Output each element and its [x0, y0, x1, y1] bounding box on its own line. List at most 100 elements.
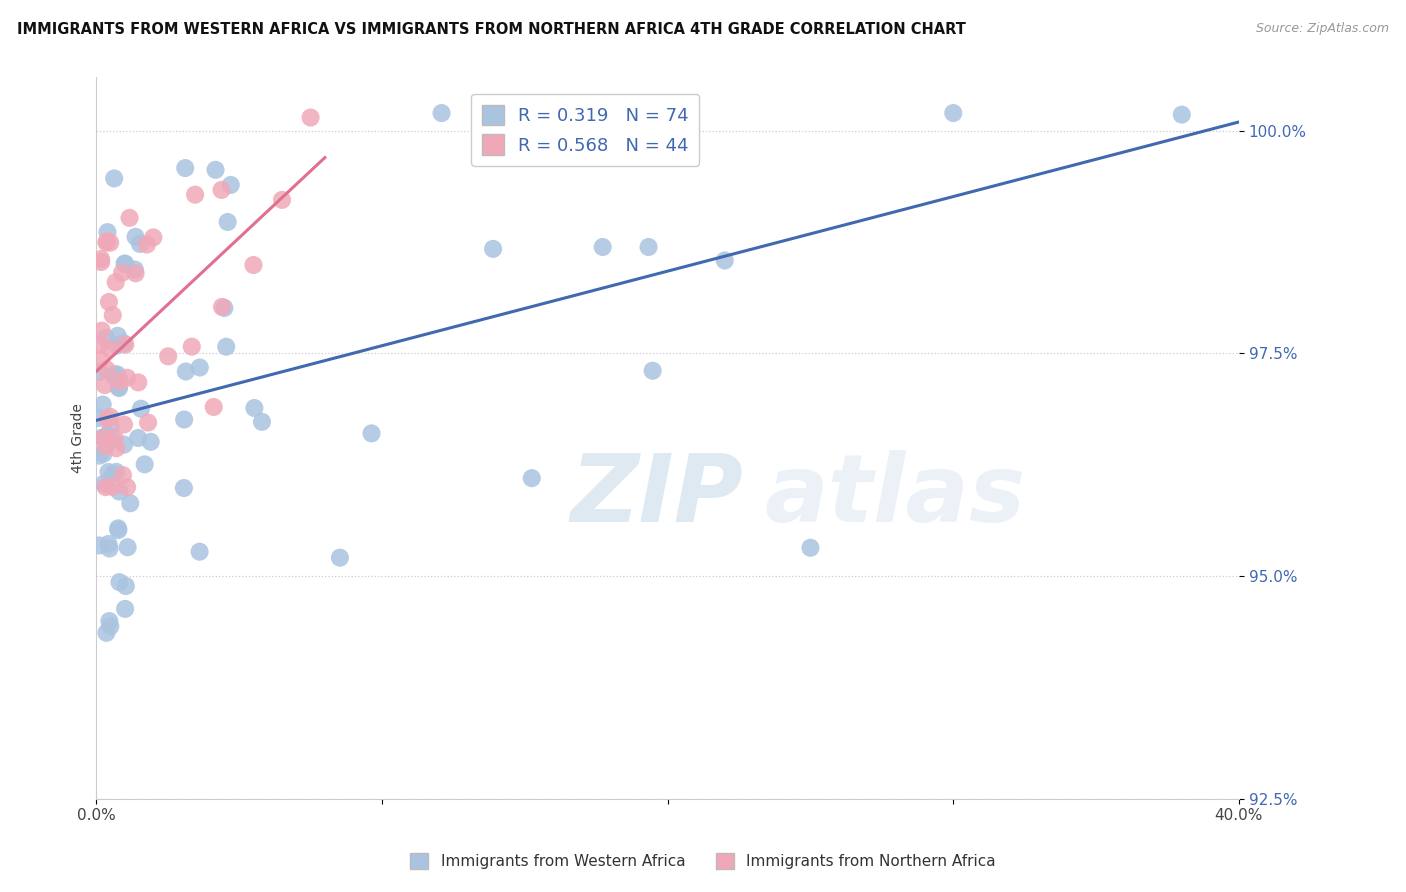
Point	[242, 258, 264, 272]
Text: Source: ZipAtlas.com: Source: ZipAtlas.com	[1256, 22, 1389, 36]
Point	[641, 364, 664, 378]
Point	[105, 368, 128, 382]
Point	[108, 575, 131, 590]
Point	[482, 242, 505, 256]
Point	[115, 480, 138, 494]
Point	[107, 328, 129, 343]
Point	[97, 465, 120, 479]
Point	[91, 431, 114, 445]
Point	[103, 431, 125, 445]
Point	[112, 417, 135, 432]
Point	[111, 468, 134, 483]
Point	[98, 235, 121, 250]
Point	[173, 481, 195, 495]
Point	[93, 476, 115, 491]
Point	[93, 447, 115, 461]
Point	[217, 215, 239, 229]
Point	[107, 380, 129, 394]
Point	[271, 193, 294, 207]
Point	[114, 256, 136, 270]
Point	[96, 225, 118, 239]
Legend: R = 0.319   N = 74, R = 0.568   N = 44: R = 0.319 N = 74, R = 0.568 N = 44	[471, 94, 699, 166]
Point	[114, 337, 136, 351]
Point	[942, 106, 965, 120]
Point	[188, 545, 211, 559]
Point	[115, 371, 138, 385]
Point	[108, 374, 131, 388]
Point	[713, 253, 735, 268]
Point	[89, 352, 111, 367]
Point	[96, 362, 118, 376]
Point	[112, 336, 135, 351]
Point	[124, 229, 146, 244]
Legend: Immigrants from Western Africa, Immigrants from Northern Africa: Immigrants from Western Africa, Immigran…	[404, 847, 1002, 875]
Point	[103, 369, 125, 384]
Point	[90, 252, 112, 266]
Point	[105, 465, 128, 479]
Point	[98, 342, 121, 356]
Point	[799, 541, 821, 555]
Point	[108, 381, 131, 395]
Point	[174, 364, 197, 378]
Point	[112, 437, 135, 451]
Point	[103, 171, 125, 186]
Point	[174, 161, 197, 175]
Text: IMMIGRANTS FROM WESTERN AFRICA VS IMMIGRANTS FROM NORTHERN AFRICA 4TH GRADE CORR: IMMIGRANTS FROM WESTERN AFRICA VS IMMIGR…	[17, 22, 966, 37]
Point	[114, 257, 136, 271]
Y-axis label: 4th Grade: 4th Grade	[72, 403, 86, 473]
Point	[101, 480, 124, 494]
Point	[101, 433, 124, 447]
Point	[98, 409, 121, 424]
Point	[637, 240, 659, 254]
Point	[215, 340, 238, 354]
Point	[96, 412, 118, 426]
Point	[97, 537, 120, 551]
Point	[89, 365, 111, 379]
Point	[142, 230, 165, 244]
Point	[98, 541, 121, 556]
Point	[94, 439, 117, 453]
Point	[103, 467, 125, 481]
Point	[120, 496, 142, 510]
Point	[124, 266, 146, 280]
Point	[100, 419, 122, 434]
Point	[96, 625, 118, 640]
Point	[124, 262, 146, 277]
Point	[129, 236, 152, 251]
Point	[135, 237, 157, 252]
Point	[104, 275, 127, 289]
Point	[127, 376, 149, 390]
Point	[211, 183, 233, 197]
Point	[214, 301, 236, 315]
Point	[96, 235, 118, 250]
Point	[87, 411, 110, 425]
Point	[633, 133, 655, 147]
Point	[202, 400, 225, 414]
Point	[211, 300, 233, 314]
Point	[108, 484, 131, 499]
Point	[127, 431, 149, 445]
Point	[107, 523, 129, 537]
Point	[89, 337, 111, 351]
Point	[219, 178, 242, 192]
Point	[96, 428, 118, 442]
Point	[118, 211, 141, 225]
Point	[105, 338, 128, 352]
Point	[104, 368, 127, 382]
Point	[115, 579, 138, 593]
Point	[329, 550, 352, 565]
Point	[111, 266, 134, 280]
Point	[101, 308, 124, 322]
Point	[360, 426, 382, 441]
Point	[96, 234, 118, 248]
Point	[592, 240, 614, 254]
Point	[188, 360, 211, 375]
Point	[114, 602, 136, 616]
Text: ZIP: ZIP	[571, 450, 744, 541]
Point	[184, 187, 207, 202]
Point	[243, 401, 266, 415]
Point	[98, 614, 121, 628]
Text: #d0e0f0: #d0e0f0	[668, 495, 673, 496]
Point	[299, 111, 322, 125]
Point	[93, 431, 115, 445]
